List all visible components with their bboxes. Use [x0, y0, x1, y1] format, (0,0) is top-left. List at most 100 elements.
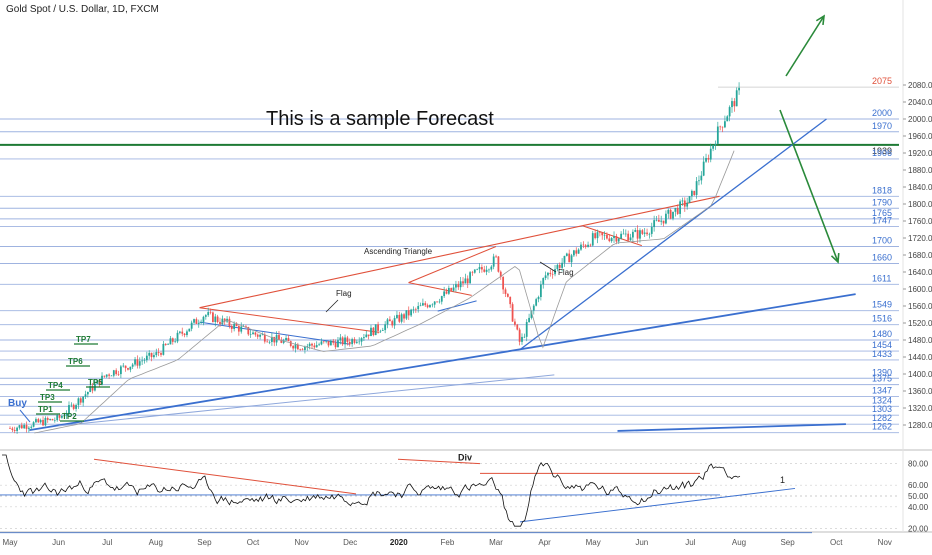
rsi-div-label: Div — [458, 453, 472, 463]
candle-body — [245, 326, 247, 328]
candle-body — [377, 324, 379, 331]
level-label-1480: 1480 — [872, 329, 892, 339]
price-tick-label: 2040.00 — [908, 98, 932, 107]
triangle-bottom-line — [437, 300, 477, 312]
time-tick-label-Jul: Jul — [685, 538, 695, 547]
candle-body — [134, 359, 136, 365]
candle-body — [339, 337, 342, 341]
candle-body — [46, 418, 49, 420]
candle-body — [615, 236, 618, 242]
candle-body — [506, 293, 509, 297]
candle-body — [219, 321, 221, 325]
candle-body — [348, 341, 351, 345]
flag-label-1: Flag — [336, 289, 352, 298]
candle-body — [98, 380, 101, 385]
candle-body — [263, 334, 266, 342]
candle-body — [410, 309, 413, 316]
time-tick-label-May: May — [586, 538, 601, 547]
candle-body — [391, 321, 394, 326]
candle-body — [329, 340, 332, 346]
candle-body — [620, 233, 622, 239]
ascending-triangle-label: Ascending Triangle — [364, 247, 433, 256]
level-label-1324: 1324 — [872, 395, 892, 405]
tp-label-TP1: TP1 — [38, 405, 53, 414]
price-tick-label: 1440.00 — [908, 353, 932, 362]
candle-body — [646, 232, 648, 235]
candle-body — [473, 269, 476, 273]
candle-body — [480, 267, 483, 270]
candle-body — [686, 202, 689, 207]
level-label-1700: 1700 — [872, 236, 892, 246]
level-label-1611: 1611 — [872, 273, 891, 283]
candle-body — [23, 425, 26, 429]
candle-body — [426, 305, 429, 308]
candle-body — [240, 326, 243, 332]
candle-body — [447, 287, 450, 294]
candle-body — [537, 297, 540, 300]
tp-label-TP2: TP2 — [62, 412, 77, 421]
candle-body — [735, 90, 738, 107]
time-tick-label-Sep: Sep — [780, 538, 795, 547]
candle-body — [254, 332, 257, 335]
candle-body — [44, 418, 47, 426]
candle-body — [318, 344, 320, 346]
candle-body — [731, 101, 733, 108]
candle-body — [268, 341, 271, 343]
candle-body — [532, 305, 535, 311]
candle-body — [313, 345, 316, 348]
time-tick-label-Nov: Nov — [294, 538, 308, 547]
candle-body — [230, 325, 233, 330]
candle-body — [518, 329, 521, 342]
price-tick-label: 1840.00 — [908, 183, 932, 192]
candle-body — [436, 301, 438, 303]
candle-body — [296, 344, 299, 350]
candle-body — [412, 308, 415, 310]
candle-body — [237, 326, 240, 332]
candle-body — [603, 234, 606, 236]
triangle-top-line — [408, 282, 472, 296]
candle-body — [16, 427, 18, 431]
candle-body — [228, 318, 231, 326]
candle-body — [193, 319, 195, 323]
candle-body — [665, 213, 667, 224]
candle-body — [252, 332, 254, 335]
candle-body — [20, 425, 23, 429]
time-tick-label-Jul: Jul — [102, 538, 112, 547]
candle-body — [304, 346, 306, 350]
candle-body — [738, 87, 740, 91]
candle-body — [681, 200, 684, 202]
candle-body — [388, 319, 391, 322]
time-tick-label-Aug: Aug — [732, 538, 746, 547]
candle-body — [84, 394, 87, 397]
level-label-1790: 1790 — [872, 197, 892, 207]
candle-body — [86, 392, 89, 395]
candle-body — [221, 318, 224, 325]
candle-body — [278, 335, 280, 340]
level-label-1516: 1516 — [872, 314, 892, 324]
candle-body — [577, 249, 580, 254]
candle-body — [89, 386, 92, 393]
candle-body — [282, 340, 285, 343]
candle-body — [332, 340, 335, 343]
buy-label: Buy — [8, 398, 27, 409]
candle-body — [452, 287, 455, 291]
candle-body — [398, 314, 401, 322]
candle-body — [188, 328, 191, 332]
candle-body — [204, 315, 207, 317]
candle-body — [285, 337, 287, 341]
candle-body — [68, 405, 70, 414]
candle-body — [186, 331, 188, 336]
candle-body — [115, 370, 118, 375]
candle-body — [344, 337, 346, 345]
candle-body — [72, 404, 75, 409]
level-label-2075: 2075 — [872, 76, 892, 86]
candle-body — [181, 331, 184, 334]
candle-body — [709, 148, 712, 160]
rsi-tick-label-40: 40.00 — [908, 503, 929, 512]
candle-body — [733, 101, 736, 107]
candle-body — [497, 256, 500, 272]
candle-body — [679, 201, 681, 214]
candle-body — [669, 209, 672, 219]
level-label-1347: 1347 — [872, 386, 892, 396]
time-tick-label-2020: 2020 — [390, 538, 408, 547]
